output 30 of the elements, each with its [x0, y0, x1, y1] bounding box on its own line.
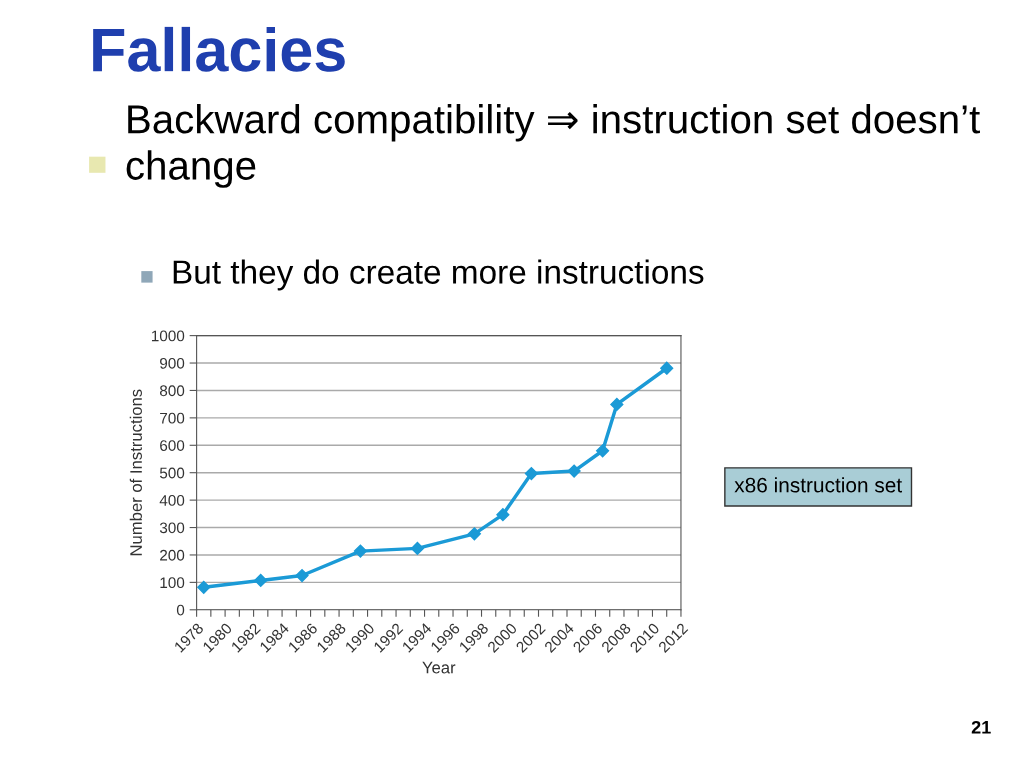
text: But they do create more instructions [173, 259, 704, 291]
point [410, 541, 425, 555]
point [660, 361, 674, 375]
y-tick-label: 600 [160, 440, 185, 451]
point [496, 508, 510, 522]
text: 21 [971, 720, 991, 734]
y-tick-label: 400 [159, 494, 185, 506]
point [467, 527, 481, 541]
point [353, 544, 368, 558]
x-axis-title: Year [422, 661, 456, 674]
text: x86 instruction set [734, 477, 902, 493]
point [567, 464, 581, 478]
y-tick-label: 500 [159, 467, 185, 479]
y-tick-label: 700 [160, 412, 185, 424]
point [254, 573, 268, 588]
point [610, 397, 624, 412]
y-tick-label: 0 [176, 604, 185, 616]
point [295, 568, 309, 583]
y-tick-label: 800 [159, 385, 185, 397]
y-tick-label: 300 [159, 522, 185, 534]
y-axis-title: Number of Instructions [129, 389, 142, 556]
point [596, 444, 610, 458]
point [197, 580, 211, 594]
y-tick-label: 1000 [151, 330, 185, 342]
y-tick-label: 900 [160, 357, 185, 369]
chart-title: Fallacies [93, 26, 345, 72]
text: Backward compatibility ⇒ instruction set doesn’t change [126, 104, 980, 188]
point [524, 466, 538, 481]
y-tick-label: 200 [160, 549, 185, 561]
y-tick-label: 100 [160, 577, 185, 589]
